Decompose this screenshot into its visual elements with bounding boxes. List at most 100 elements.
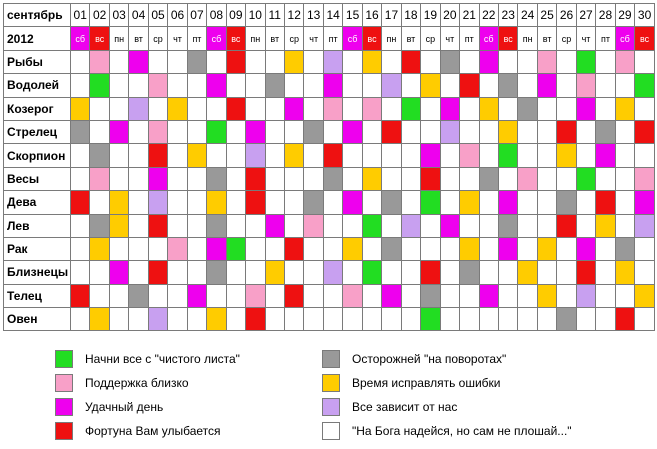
day-cell (361, 283, 383, 309)
day-cell (536, 73, 558, 98)
day-cell (459, 119, 480, 145)
day-cell (89, 260, 110, 285)
day-cell (186, 73, 208, 98)
day-cell (186, 166, 208, 192)
sign-name: Дева (3, 190, 71, 215)
day-cell (206, 260, 227, 285)
day-cell (634, 96, 655, 121)
day-cell (322, 49, 344, 75)
day-cell (420, 260, 441, 285)
day-cell (497, 283, 519, 309)
day-cell (342, 166, 363, 192)
day-cell (459, 143, 480, 168)
day-cell (128, 73, 149, 98)
day-cell (400, 49, 422, 75)
day-cell (459, 73, 480, 98)
sign-name: Рак (3, 236, 71, 262)
day-cell (303, 119, 324, 145)
day-number: 26 (556, 2, 577, 28)
day-cell (322, 143, 344, 168)
weekday-label: ср (556, 26, 577, 51)
weekday-label: сб (614, 26, 636, 51)
day-cell (634, 283, 655, 309)
sign-row: Скорпион (3, 143, 655, 168)
day-cell (614, 283, 636, 309)
day-cell (614, 307, 636, 332)
legend: Начни все с "чистого листа" Осторожней "н… (0, 346, 657, 446)
day-cell (89, 283, 110, 309)
day-number: 18 (400, 2, 422, 28)
weekday-label: вс (225, 26, 247, 51)
day-number: 20 (439, 2, 461, 28)
day-cell (108, 49, 130, 75)
day-cell (128, 236, 149, 262)
day-cell (147, 119, 169, 145)
day-cell (497, 190, 519, 215)
weekday-label: вс (634, 26, 655, 51)
day-cell (147, 213, 169, 238)
day-cell (517, 213, 538, 238)
day-cell (614, 190, 636, 215)
day-cell (420, 283, 441, 309)
day-number: 09 (225, 2, 247, 28)
legend-swatch (55, 374, 73, 392)
day-cell (595, 236, 616, 262)
day-cell (497, 119, 519, 145)
sign-name: Стрелец (3, 119, 71, 145)
day-cell (459, 236, 480, 262)
day-number: 21 (459, 2, 480, 28)
day-cell (264, 49, 285, 75)
day-cell (517, 49, 538, 75)
day-cell (439, 307, 461, 332)
day-cell (634, 307, 655, 332)
sign-name: Водолей (3, 73, 71, 98)
day-cell (420, 307, 441, 332)
day-cell (400, 190, 422, 215)
year-label: 2012 (3, 26, 71, 51)
day-cell (167, 73, 188, 98)
day-cell (186, 143, 208, 168)
day-number: 15 (342, 2, 363, 28)
day-cell (303, 166, 324, 192)
day-cell (556, 213, 577, 238)
day-cell (459, 166, 480, 192)
legend-label: Начни все с "чистого листа" (85, 352, 240, 366)
day-cell (595, 143, 616, 168)
day-cell (420, 236, 441, 262)
day-cell (264, 73, 285, 98)
day-number: 23 (497, 2, 519, 28)
day-cell (264, 236, 285, 262)
day-cell (283, 283, 305, 309)
weekday-label: вс (361, 26, 383, 51)
day-number: 19 (420, 2, 441, 28)
day-cell (206, 73, 227, 98)
weekday-label: пн (517, 26, 538, 51)
day-number: 14 (322, 2, 344, 28)
day-cell (575, 119, 597, 145)
day-number: 30 (634, 2, 655, 28)
day-cell (225, 119, 247, 145)
day-cell (536, 96, 558, 121)
day-cell (497, 307, 519, 332)
day-cell (342, 190, 363, 215)
day-cell (459, 307, 480, 332)
weekday-label: пт (322, 26, 344, 51)
day-cell (322, 73, 344, 98)
legend-swatch (322, 398, 340, 416)
day-cell (575, 190, 597, 215)
day-cell (556, 49, 577, 75)
day-cell (303, 283, 324, 309)
day-cell (283, 213, 305, 238)
day-cell (69, 190, 91, 215)
day-cell (634, 236, 655, 262)
day-cell (322, 307, 344, 332)
day-cell (108, 236, 130, 262)
day-cell (147, 190, 169, 215)
day-cell (420, 73, 441, 98)
day-number: 05 (147, 2, 169, 28)
sign-row: Водолей (3, 73, 655, 98)
day-cell (264, 119, 285, 145)
day-number: 24 (517, 2, 538, 28)
day-cell (283, 73, 305, 98)
day-cell (245, 166, 266, 192)
